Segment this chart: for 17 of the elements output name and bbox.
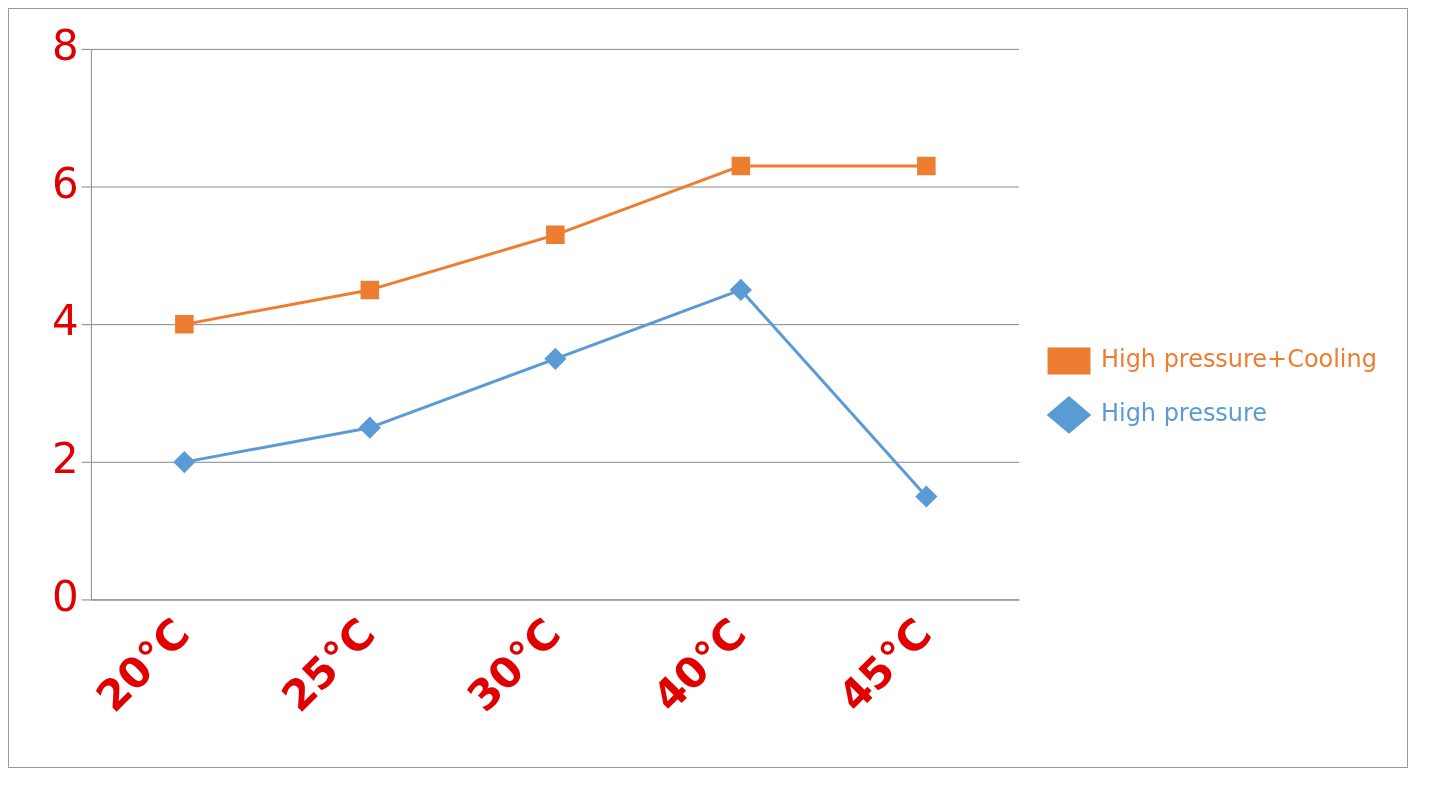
point [730,279,752,301]
y-tick-label: 6 [51,158,79,208]
y-tick-label: 2 [51,434,79,483]
y-tick-label: 0 [51,571,79,621]
y-tick-label: 4 [51,296,79,346]
point [917,156,936,176]
point [173,451,195,473]
legend-label: High pressure [1100,399,1268,428]
point [731,156,751,176]
point [546,225,565,245]
point [360,280,380,300]
point [359,417,381,439]
point [544,348,566,370]
y-tick-label: 8 [51,20,79,70]
point [175,315,194,334]
legend-label: High pressure+Cooling [1100,345,1377,374]
point [915,486,937,508]
